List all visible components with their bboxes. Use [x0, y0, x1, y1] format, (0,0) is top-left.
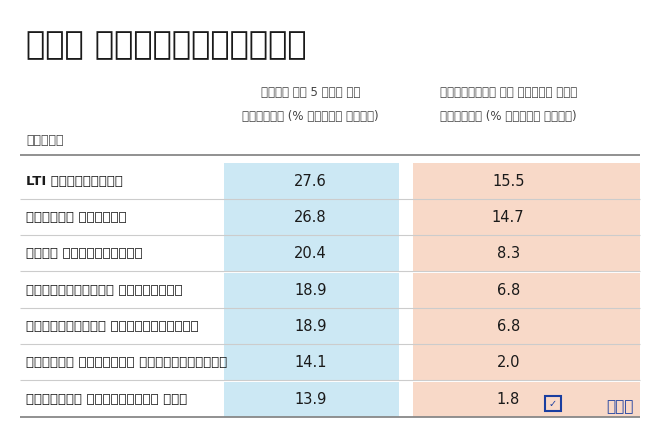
- Text: 26.8: 26.8: [294, 210, 327, 225]
- Text: धनक: धनक: [607, 399, 634, 414]
- Text: 13.9: 13.9: [294, 392, 327, 407]
- Bar: [224, 382, 399, 417]
- Text: 20.4: 20.4: [294, 246, 327, 262]
- Bar: [412, 345, 640, 380]
- Text: 27.6: 27.6: [294, 173, 327, 189]
- Bar: [224, 273, 399, 308]
- Text: शेयर का 5 साल का: शेयर का 5 साल का: [261, 86, 360, 98]
- Text: 6.8: 6.8: [496, 319, 520, 334]
- Bar: [224, 200, 399, 235]
- Text: ✓: ✓: [548, 398, 557, 409]
- Text: 8.3: 8.3: [496, 246, 520, 262]
- Text: भारत डायनैमिक्स: भारत डायनैमिक्स: [26, 247, 143, 260]
- Text: कंपनी: कंपनी: [26, 134, 64, 147]
- Text: सेंसेक्स की तुलना में: सेंसेक्स की तुलना में: [440, 86, 577, 98]
- Text: रिटर्न (% प्रति वर्ष): रिटर्न (% प्रति वर्ष): [242, 110, 379, 123]
- Text: न्यूजेन सॉफ्टवेयर टेक: न्यूजेन सॉफ्टवेयर टेक: [26, 393, 187, 406]
- Text: 1.8: 1.8: [496, 392, 520, 407]
- Bar: [224, 345, 399, 380]
- Bar: [544, 396, 561, 411]
- Bar: [412, 163, 640, 199]
- Bar: [224, 309, 399, 344]
- Text: हिंदुस्तान एयरोनॉटिक्स: हिंदुस्तान एयरोनॉटिक्स: [26, 320, 199, 333]
- Bar: [224, 163, 399, 199]
- Text: सात आउटपरफॉर्मर: सात आउटपरफॉर्मर: [26, 30, 307, 61]
- Text: पॉलीप्लेक्स कॉपोरिशन: पॉलीप्लेक्स कॉपोरिशन: [26, 284, 183, 297]
- Bar: [412, 273, 640, 308]
- Text: 14.1: 14.1: [294, 355, 327, 371]
- Text: 2.0: 2.0: [496, 355, 520, 371]
- Text: 6.8: 6.8: [496, 282, 520, 298]
- Text: 14.7: 14.7: [492, 210, 525, 225]
- Text: गुजरात अम्बुजा एक्सपोर्ट्स: गुजरात अम्बुजा एक्सपोर्ट्स: [26, 357, 228, 369]
- Text: 18.9: 18.9: [294, 282, 327, 298]
- Bar: [412, 200, 640, 235]
- Bar: [412, 382, 640, 417]
- Text: 15.5: 15.5: [492, 173, 525, 189]
- Text: बालाजी एमाइंस: बालाजी एमाइंस: [26, 211, 127, 224]
- Text: रिटर्न (% प्रति वर्ष): रिटर्न (% प्रति वर्ष): [440, 110, 577, 123]
- Bar: [224, 236, 399, 271]
- Text: LTI माइंडट्री: LTI माइंडट्री: [26, 175, 123, 187]
- Bar: [412, 236, 640, 271]
- Text: 18.9: 18.9: [294, 319, 327, 334]
- Bar: [412, 309, 640, 344]
